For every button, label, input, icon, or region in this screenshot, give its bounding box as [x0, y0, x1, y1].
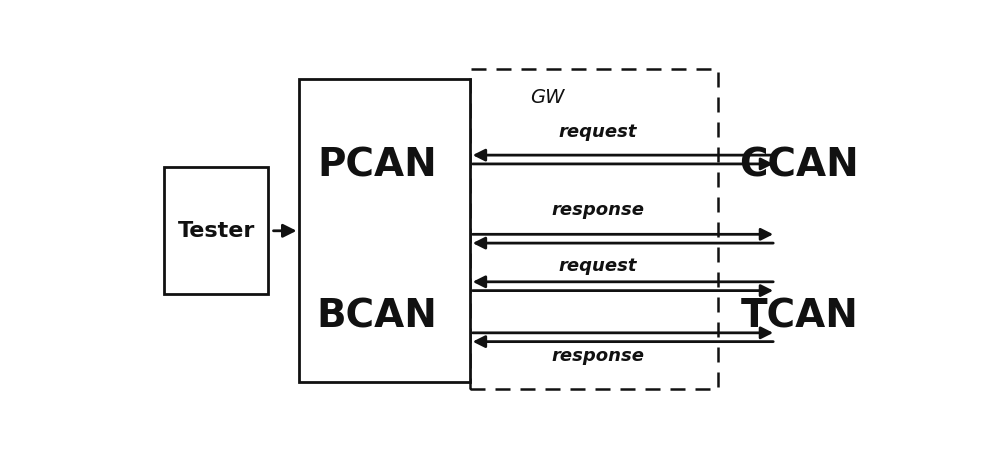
Text: Tester: Tester	[177, 221, 255, 241]
FancyBboxPatch shape	[299, 80, 470, 382]
Text: GW: GW	[530, 88, 565, 106]
Text: response: response	[551, 347, 644, 365]
Text: CCAN: CCAN	[739, 147, 859, 185]
Text: request: request	[558, 257, 637, 275]
Text: PCAN: PCAN	[317, 147, 437, 185]
Text: TCAN: TCAN	[740, 298, 858, 336]
Text: request: request	[558, 123, 637, 141]
FancyBboxPatch shape	[470, 69, 718, 389]
Text: response: response	[551, 201, 644, 218]
Text: BCAN: BCAN	[316, 298, 437, 336]
FancyBboxPatch shape	[164, 167, 268, 294]
